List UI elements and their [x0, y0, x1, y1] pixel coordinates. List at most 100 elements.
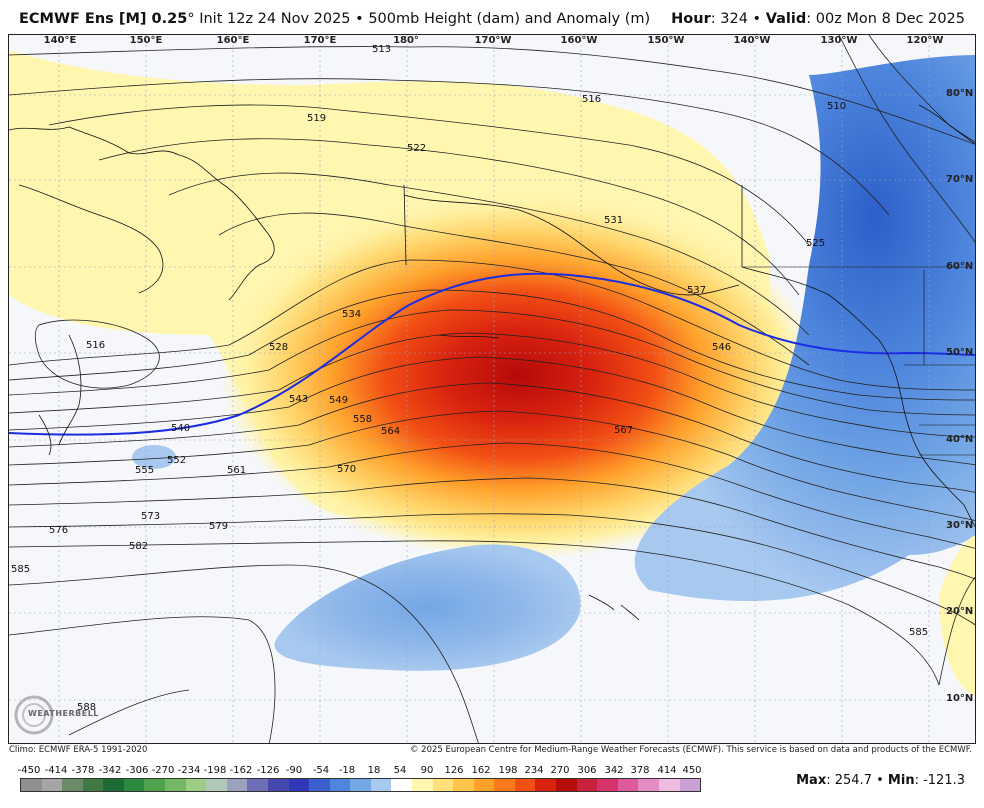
colorbar-tick-label: 126: [444, 765, 464, 776]
colorbar-swatch: [62, 779, 83, 791]
map-canvas: 513 516 519 522 525 528 531 534 537 540 …: [9, 35, 975, 743]
contour-label: 555: [135, 465, 154, 476]
negative-anomaly-subtropical: [274, 544, 581, 671]
contour-label-group: 513 516 519 522 525 528 531 534 537 540 …: [11, 44, 928, 713]
latitude-label: 40°N: [946, 434, 974, 445]
colorbar-tick-label: 414: [657, 765, 677, 776]
colorbar-tick-label: -234: [177, 765, 201, 776]
valid-time-info: Hour: 324 • Valid: 00z Mon 8 Dec 2025: [671, 11, 965, 27]
colorbar-swatch: [556, 779, 577, 791]
borders: [742, 266, 975, 456]
separator: •: [876, 773, 884, 788]
colorbar-tick-label: -54: [312, 765, 330, 776]
colorbar-tick-label: -198: [203, 765, 227, 776]
graticule: [9, 35, 975, 743]
contour-label: 579: [209, 521, 228, 532]
longitude-label: 120°W: [906, 35, 944, 46]
valid-value: : 00z Mon 8 Dec 2025: [806, 11, 965, 27]
contour-label: 522: [407, 143, 426, 154]
colorbar-swatch: [226, 779, 248, 791]
contour-label: 567: [614, 425, 633, 436]
contour-label: 585: [11, 564, 30, 575]
min-label: Min: [887, 773, 915, 788]
colorbar-swatch: [411, 779, 433, 791]
contour-label: 582: [129, 541, 148, 552]
hour-value: : 324: [710, 11, 748, 27]
colorbar-swatch: [309, 779, 330, 791]
contour-label: 576: [49, 525, 68, 536]
latitude-label: 30°N: [946, 520, 974, 531]
longitude-label: 150°E: [129, 35, 163, 46]
colorbar-tick-label: 234: [524, 765, 544, 776]
colorbar-swatch: [82, 779, 104, 791]
height-contours: [9, 35, 975, 743]
colorbar-tick-label: -126: [256, 765, 280, 776]
colorbar-swatch: [473, 779, 495, 791]
contour-label: 519: [307, 113, 326, 124]
colorbar-tick-label: -90: [285, 765, 303, 776]
contour-label: 525: [806, 238, 825, 249]
contour-label: 561: [227, 465, 246, 476]
colorbar-swatch: [597, 779, 618, 791]
colorbar-tick-label: 90: [420, 765, 434, 776]
longitude-label: 150°W: [647, 35, 685, 46]
colorbar-tick-label: 306: [577, 765, 597, 776]
colorbar-tick-label: 198: [498, 765, 518, 776]
colorbar-swatch: [679, 779, 701, 791]
colorbar-tick-label: -342: [98, 765, 122, 776]
colorbar-swatch: [370, 779, 392, 791]
contour-label: 585: [909, 627, 928, 638]
colorbar-labels: -450 -414 -378 -342 -306 -270 -234 -198 …: [0, 765, 984, 777]
negative-anomaly-small: [132, 445, 176, 469]
map-header: ECMWF Ens [M] 0.25° Init 12z 24 Nov 2025…: [0, 0, 984, 34]
min-value: : -121.3: [914, 773, 965, 788]
colorbar-swatch: [535, 779, 557, 791]
colorbar-swatch: [453, 779, 474, 791]
degree-symbol: °: [187, 11, 195, 27]
max-min-stats: Max: 254.7 • Min: -121.3: [796, 773, 965, 788]
colorbar-swatch: [638, 779, 659, 791]
product-name: 500mb Height (dam) and Anomaly (m): [368, 11, 651, 27]
contour-label: 546: [712, 342, 731, 353]
longitude-label: 180°: [393, 35, 419, 46]
separator: •: [355, 11, 364, 27]
contour-label: 531: [604, 215, 623, 226]
colorbar-tick-label: -378: [71, 765, 95, 776]
max-value: : 254.7: [826, 773, 872, 788]
contour-label: 516: [582, 94, 601, 105]
colorbar-swatch: [350, 779, 371, 791]
colorbar-tick-label: -162: [229, 765, 253, 776]
latitude-label: 60°N: [946, 261, 974, 272]
contour-label: 570: [337, 464, 356, 475]
colorbar-swatch: [103, 779, 124, 791]
colorbar-swatch: [144, 779, 166, 791]
contour-label: 513: [372, 44, 391, 55]
colorbar-tick-label: 342: [604, 765, 624, 776]
negative-anomaly-west-coast: [634, 55, 975, 602]
contour-label: 588: [77, 702, 96, 713]
longitude-label: 140°E: [43, 35, 77, 46]
hour-label: Hour: [671, 11, 711, 27]
contour-label: 549: [329, 395, 348, 406]
colorbar-swatch: [288, 779, 310, 791]
colorbar-tick-label: 162: [471, 765, 491, 776]
colorbar-swatch: [123, 779, 145, 791]
longitude-label: 170°E: [303, 35, 337, 46]
colorbar-tick-label: -306: [125, 765, 149, 776]
colorbar-swatch: [185, 779, 207, 791]
colorbar-swatch: [514, 779, 536, 791]
map-title: ECMWF Ens [M] 0.25° Init 12z 24 Nov 2025…: [19, 11, 650, 27]
weather-map[interactable]: 513 516 519 522 525 528 531 534 537 540 …: [8, 34, 976, 744]
colorbar-swatch: [391, 779, 412, 791]
colorbar-swatch: [165, 779, 186, 791]
colorbar-swatch: [617, 779, 639, 791]
colorbar-tick-label: -18: [338, 765, 356, 776]
logo-text: WEATHERBELL: [28, 709, 99, 718]
colorbar-swatch: [41, 779, 63, 791]
contour-label: 543: [289, 394, 308, 405]
colorbar-swatch: [267, 779, 289, 791]
contour-label: 564: [381, 426, 400, 437]
contour-label: 573: [141, 511, 160, 522]
anomaly-colorbar: [20, 778, 701, 792]
colorbar-tick-label: 54: [393, 765, 407, 776]
